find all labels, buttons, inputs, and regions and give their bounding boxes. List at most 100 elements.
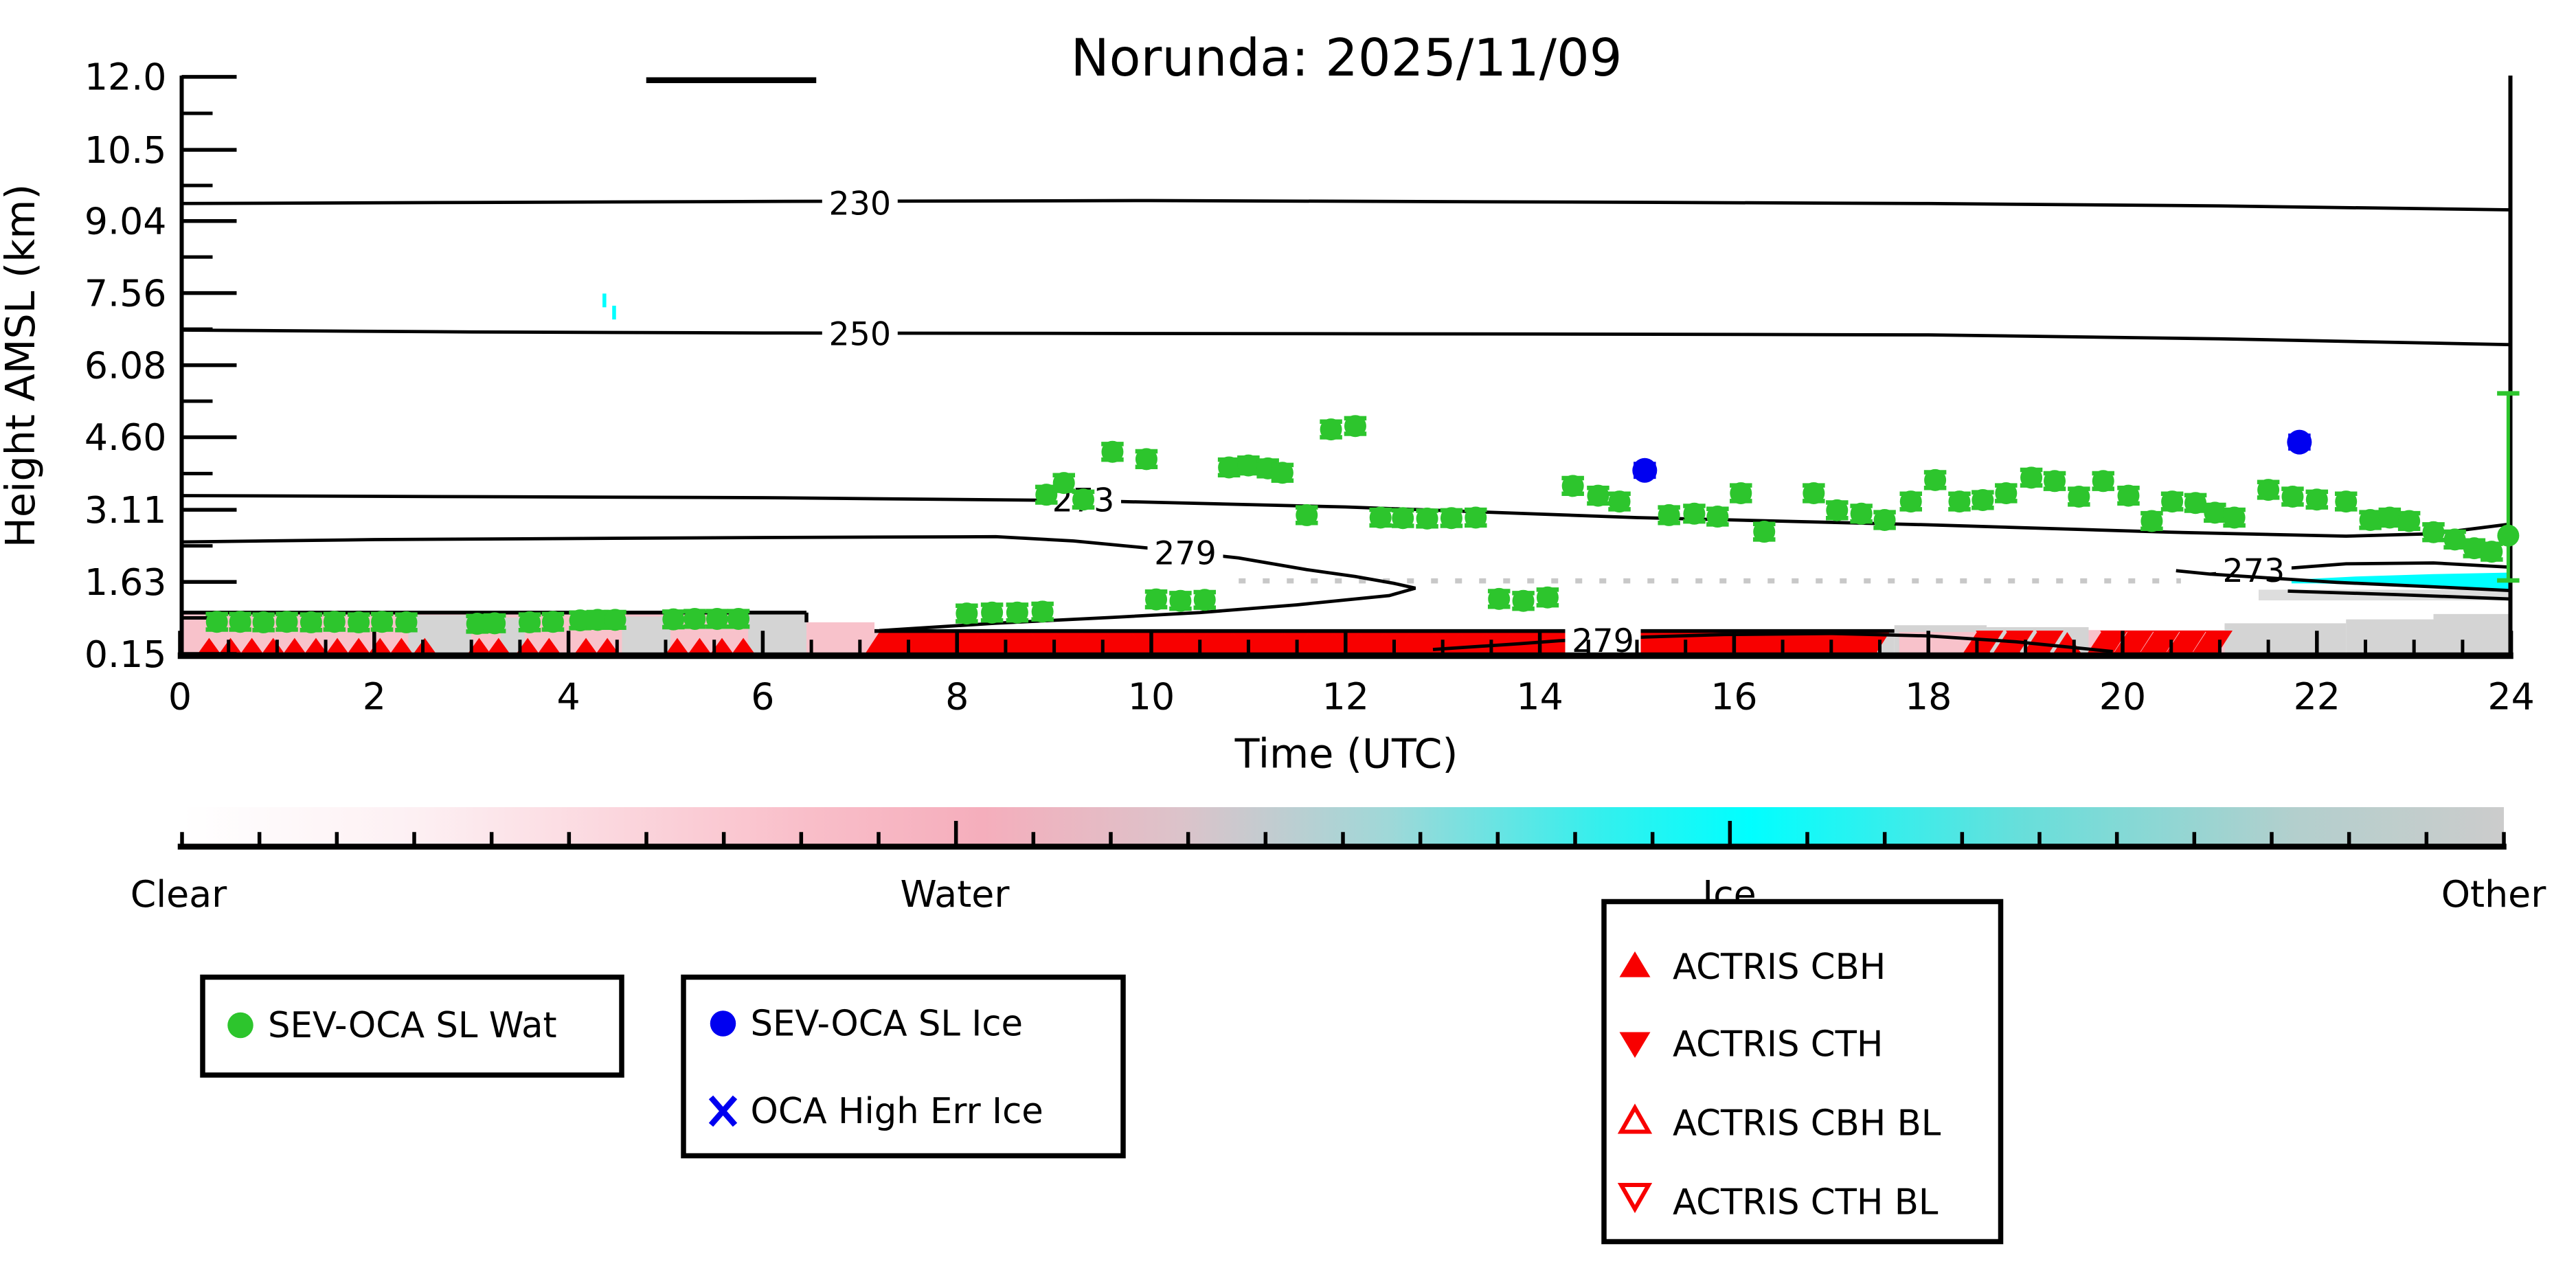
y-tick-label: 4.60 [84,416,167,459]
contour-label: 279 [1154,534,1217,572]
cbh-marker [283,637,306,654]
ice-fleck [602,293,607,308]
cth-marker [1459,630,1487,653]
ice-legend-marker [710,1010,736,1037]
temperature-contour [2287,589,2511,601]
wat-point [2044,470,2066,493]
wat-point [541,611,564,633]
wat-point [466,613,488,635]
cth-legend-marker [1619,1032,1651,1058]
cbh-marker [538,637,561,654]
legend-sev-oca-ice: SEV-OCA SL Ice OCA High Err Ice [681,974,1126,1159]
wat-point [1465,506,1487,529]
colorbar-label-clear: Clear [131,872,227,916]
wat-point [1369,506,1392,529]
colorbar: Clear Water Ice Other [131,807,2546,916]
cth-marker [1357,630,1386,653]
wat-point [1006,601,1028,624]
cth-marker [1307,630,1335,653]
colorbar-ticks [180,821,2506,844]
cth-marker [2152,630,2180,653]
wat-point [1488,587,1511,610]
wat-point [2092,470,2114,493]
cth-marker [1256,630,1285,653]
x-tick-label: 0 [168,675,192,719]
band-segment [806,622,875,654]
cbh-marker [866,632,894,653]
cbh-marker [1244,632,1272,653]
cbh-bl-legend-marker [1617,1103,1653,1134]
temperature-contour [2210,572,2511,593]
cbh-marker [666,637,689,654]
contour-label-bg [1147,533,1223,572]
wat-point [981,601,1004,624]
x-tick-label: 20 [2099,675,2146,719]
cth-marker [1054,630,1083,653]
wat-point [1145,588,1168,611]
cbh-marker [1396,632,1424,653]
cbh-marker [2114,632,2142,653]
wat-point [1440,507,1462,530]
x-tick-label: 8 [945,675,969,719]
wat-point [1031,600,1054,623]
wat-point [2481,541,2503,563]
temperature-contour [2176,561,2511,576]
wat-point [323,611,346,633]
cbh-legend-marker [1619,951,1651,978]
cbh-marker [688,637,711,654]
wat-point [1035,484,1058,506]
wat-point [2463,537,2485,560]
x-tick-label: 4 [556,675,580,719]
wat-point [1850,502,1873,525]
cbh-marker [1320,632,1348,653]
cth-marker [1812,630,1840,653]
cth-marker [1155,630,1184,653]
contour-label: 230 [828,185,891,223]
cbh-marker [1269,632,1298,653]
wat-point [2257,479,2280,501]
legend-actris: ACTRIS CBH ACTRIS CTH ACTRIS CBH BL ACTR… [1601,899,2004,1245]
wat-point [662,608,685,631]
wat-point [2223,506,2246,529]
cbh-marker [1118,632,1146,653]
wat-point [275,611,298,633]
cth-marker [2126,630,2154,653]
ice-point [2287,429,2312,455]
contour-label-bg [822,314,898,352]
legend-label-cth-bl: ACTRIS CTH BL [1673,1182,1939,1223]
cbh-marker [1168,632,1197,653]
band-segment [2433,613,2511,654]
wat-point [1052,472,1075,495]
wat-point [1072,488,1095,511]
temperature-contour [179,534,1416,633]
wat-point [705,607,728,630]
wat-point [1730,482,1752,505]
contour-label: 250 [828,315,891,353]
cbh-marker [1345,632,1373,653]
cth-marker [1434,630,1462,653]
cth-marker [979,630,1007,653]
cth-marker [1181,630,1209,653]
cbh-marker [1219,632,1247,653]
wat-point [519,611,541,633]
wat-point [1344,415,1366,438]
cth-marker [2035,630,2064,653]
contour-label: 273 [2223,552,2285,590]
wat-point [2359,509,2382,532]
legend-label-ice: SEV-OCA SL Ice [751,1004,1024,1045]
cth-marker [1408,630,1436,653]
wat-point [1392,507,1414,530]
wat-point [229,611,251,633]
plot-title: Norunda: 2025/11/09 [1071,27,1623,88]
wat-point [1320,418,1342,441]
cbh-marker [326,637,349,654]
legend-sev-oca-wat: SEV-OCA SL Wat [200,974,624,1078]
wat-point [1753,521,1776,543]
wat-point [1924,468,1947,491]
wat-point [371,611,394,633]
wat-point [2305,488,2328,511]
colorbar-label-water: Water [901,872,1010,916]
cbh-marker [1648,632,1676,653]
cbh-marker [1067,632,1096,653]
cbh-marker [1673,632,1702,653]
